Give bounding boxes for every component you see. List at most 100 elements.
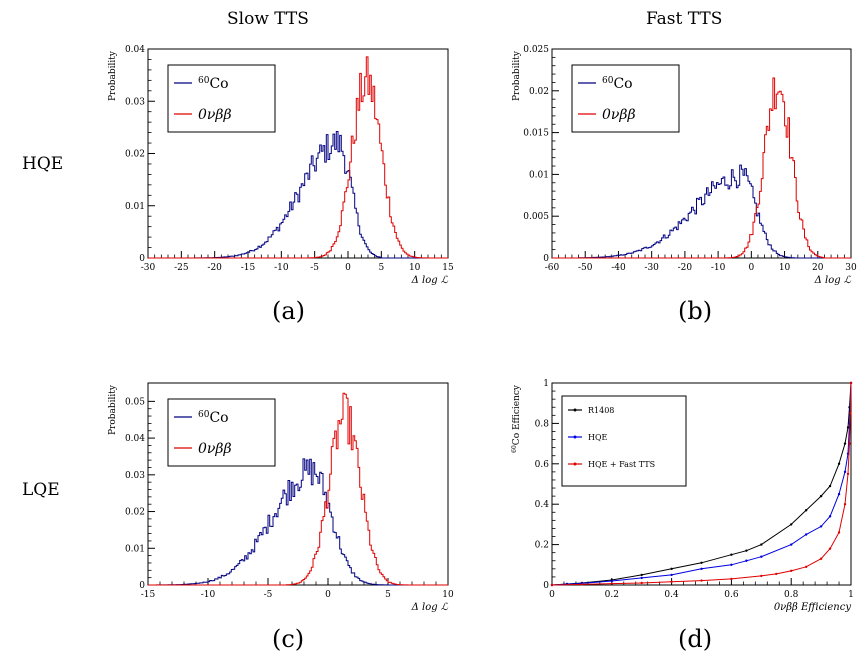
chart-1: -30 -25 -20 -15 -10 -5 0 5 10 15 0 0.01 0.02 0.03 0.04… [108,45,454,286]
row-label-lqe: LQE [22,480,60,500]
series-point [849,412,852,415]
y-tick-label: 0.025 [523,45,549,55]
column-header-slow-tts: Slow TTS [227,9,309,29]
legend-entry: 0νββ [198,441,232,457]
series-point [580,583,584,586]
series-point [819,525,823,528]
y-tick-label: 0.01 [529,170,549,180]
legend-box [167,398,276,467]
legend-entry: 60Co [198,410,229,426]
y-axis-label: Probability [108,384,118,435]
series-bb0n-histogram [148,56,448,259]
x-axis-label: Δ log ℒ [411,602,449,613]
chart-2: -60 -50 -40 -30 -20 -10 0 10 20 30 0 0.005 0.01 0.015… [512,45,857,286]
series-point [640,576,643,580]
x-tick-label: 0 [325,590,331,600]
panel-label-a: (a) [272,297,306,325]
x-axis-label: 0νββ Efficiency [774,602,852,613]
series-point [700,579,703,582]
y-tick-label: 0.2 [535,541,549,551]
x-tick-label: -20 [207,263,222,273]
x-tick-label: 15 [442,263,454,273]
legend-entry: 0νββ [198,107,232,123]
series-point [700,567,703,571]
series-point [843,442,847,445]
series-point [846,426,850,429]
x-tick-label: -15 [141,590,156,600]
series-point [846,472,850,476]
series-bb0n-histogram [552,77,851,259]
x-tick-label: 1 [848,590,854,600]
legend-box [561,395,687,487]
x-tick-label: -10 [201,590,216,600]
series-point [550,583,554,587]
series-point [730,577,733,581]
y-tick-label: 0.01 [125,544,145,554]
legend-marker [573,462,577,466]
legend-marker [573,435,577,439]
x-tick-label: -30 [644,263,659,273]
series-point [670,573,673,577]
column-header-fast-tts: Fast TTS [646,9,723,29]
x-tick-label: 0.8 [784,590,799,600]
chart-3: -15 -10 -5 0 5 10 0 0.01 0.02 0.03 0.04 0.05 Δ log ℒ… [108,382,454,613]
panel-label-b: (b) [678,297,713,325]
chart-4: 0 0.2 0.4 0.6 0.8 1 0 0.2 0.4 0.6 0.8 1 0νββ Efficie… [511,379,854,613]
series-point [790,543,793,546]
x-tick-label: -5 [310,263,319,273]
y-tick-label: 0.015 [523,129,549,139]
series-co60-histogram [148,131,448,259]
series-point [848,442,851,445]
x-tick-label: 10 [779,263,791,273]
series-point [745,549,748,552]
series-bb0n-histogram [148,392,448,586]
series-point [828,547,832,550]
y-tick-label: 0.04 [125,434,145,444]
panel-label-c: (c) [272,625,305,653]
x-tick-label: -60 [545,263,560,273]
series-point [610,579,613,583]
series-point [730,563,733,566]
series-point [760,543,763,546]
series-point [775,572,778,576]
series-point [843,470,847,474]
legend-box [571,64,680,133]
series-point [804,565,808,569]
y-tick-label: 0.05 [125,397,145,407]
y-tick-label: 0.03 [125,97,145,107]
series-point [837,462,841,465]
series-point [843,503,847,506]
series-point [670,567,673,571]
series-point [790,569,793,573]
legend-entry: HQE + Fast TTS [588,460,655,469]
y-tick-label: 0 [139,581,145,591]
x-tick-label: -5 [264,590,273,600]
y-tick-label: 0 [139,254,145,264]
series-point [700,561,703,564]
y-tick-label: 0.02 [125,150,145,160]
series-point [790,523,793,526]
legend-marker [573,408,577,412]
series-point [730,553,733,556]
series-point [804,533,808,536]
legend-entry: 60Co [602,76,633,92]
legend-entry: R1408 [588,406,614,415]
x-tick-label: 10 [442,590,454,600]
series-point [828,515,832,518]
x-tick-label: 0.4 [664,590,679,600]
series-point [760,574,763,578]
x-tick-label: 5 [378,263,384,273]
series-co60-histogram [552,164,851,259]
series-co60-histogram [148,458,448,586]
series-point [819,494,823,498]
legend-box [167,64,276,133]
row-label-hqe: HQE [22,154,64,174]
x-tick-label: 0 [345,263,351,273]
series-point [828,484,832,488]
y-axis-label: Probability [512,50,522,101]
y-tick-label: 0.03 [125,471,145,481]
series-point [849,381,853,385]
y-tick-label: 0.8 [535,419,550,429]
y-tick-label: 0.4 [535,500,550,510]
x-tick-label: -40 [611,263,626,273]
